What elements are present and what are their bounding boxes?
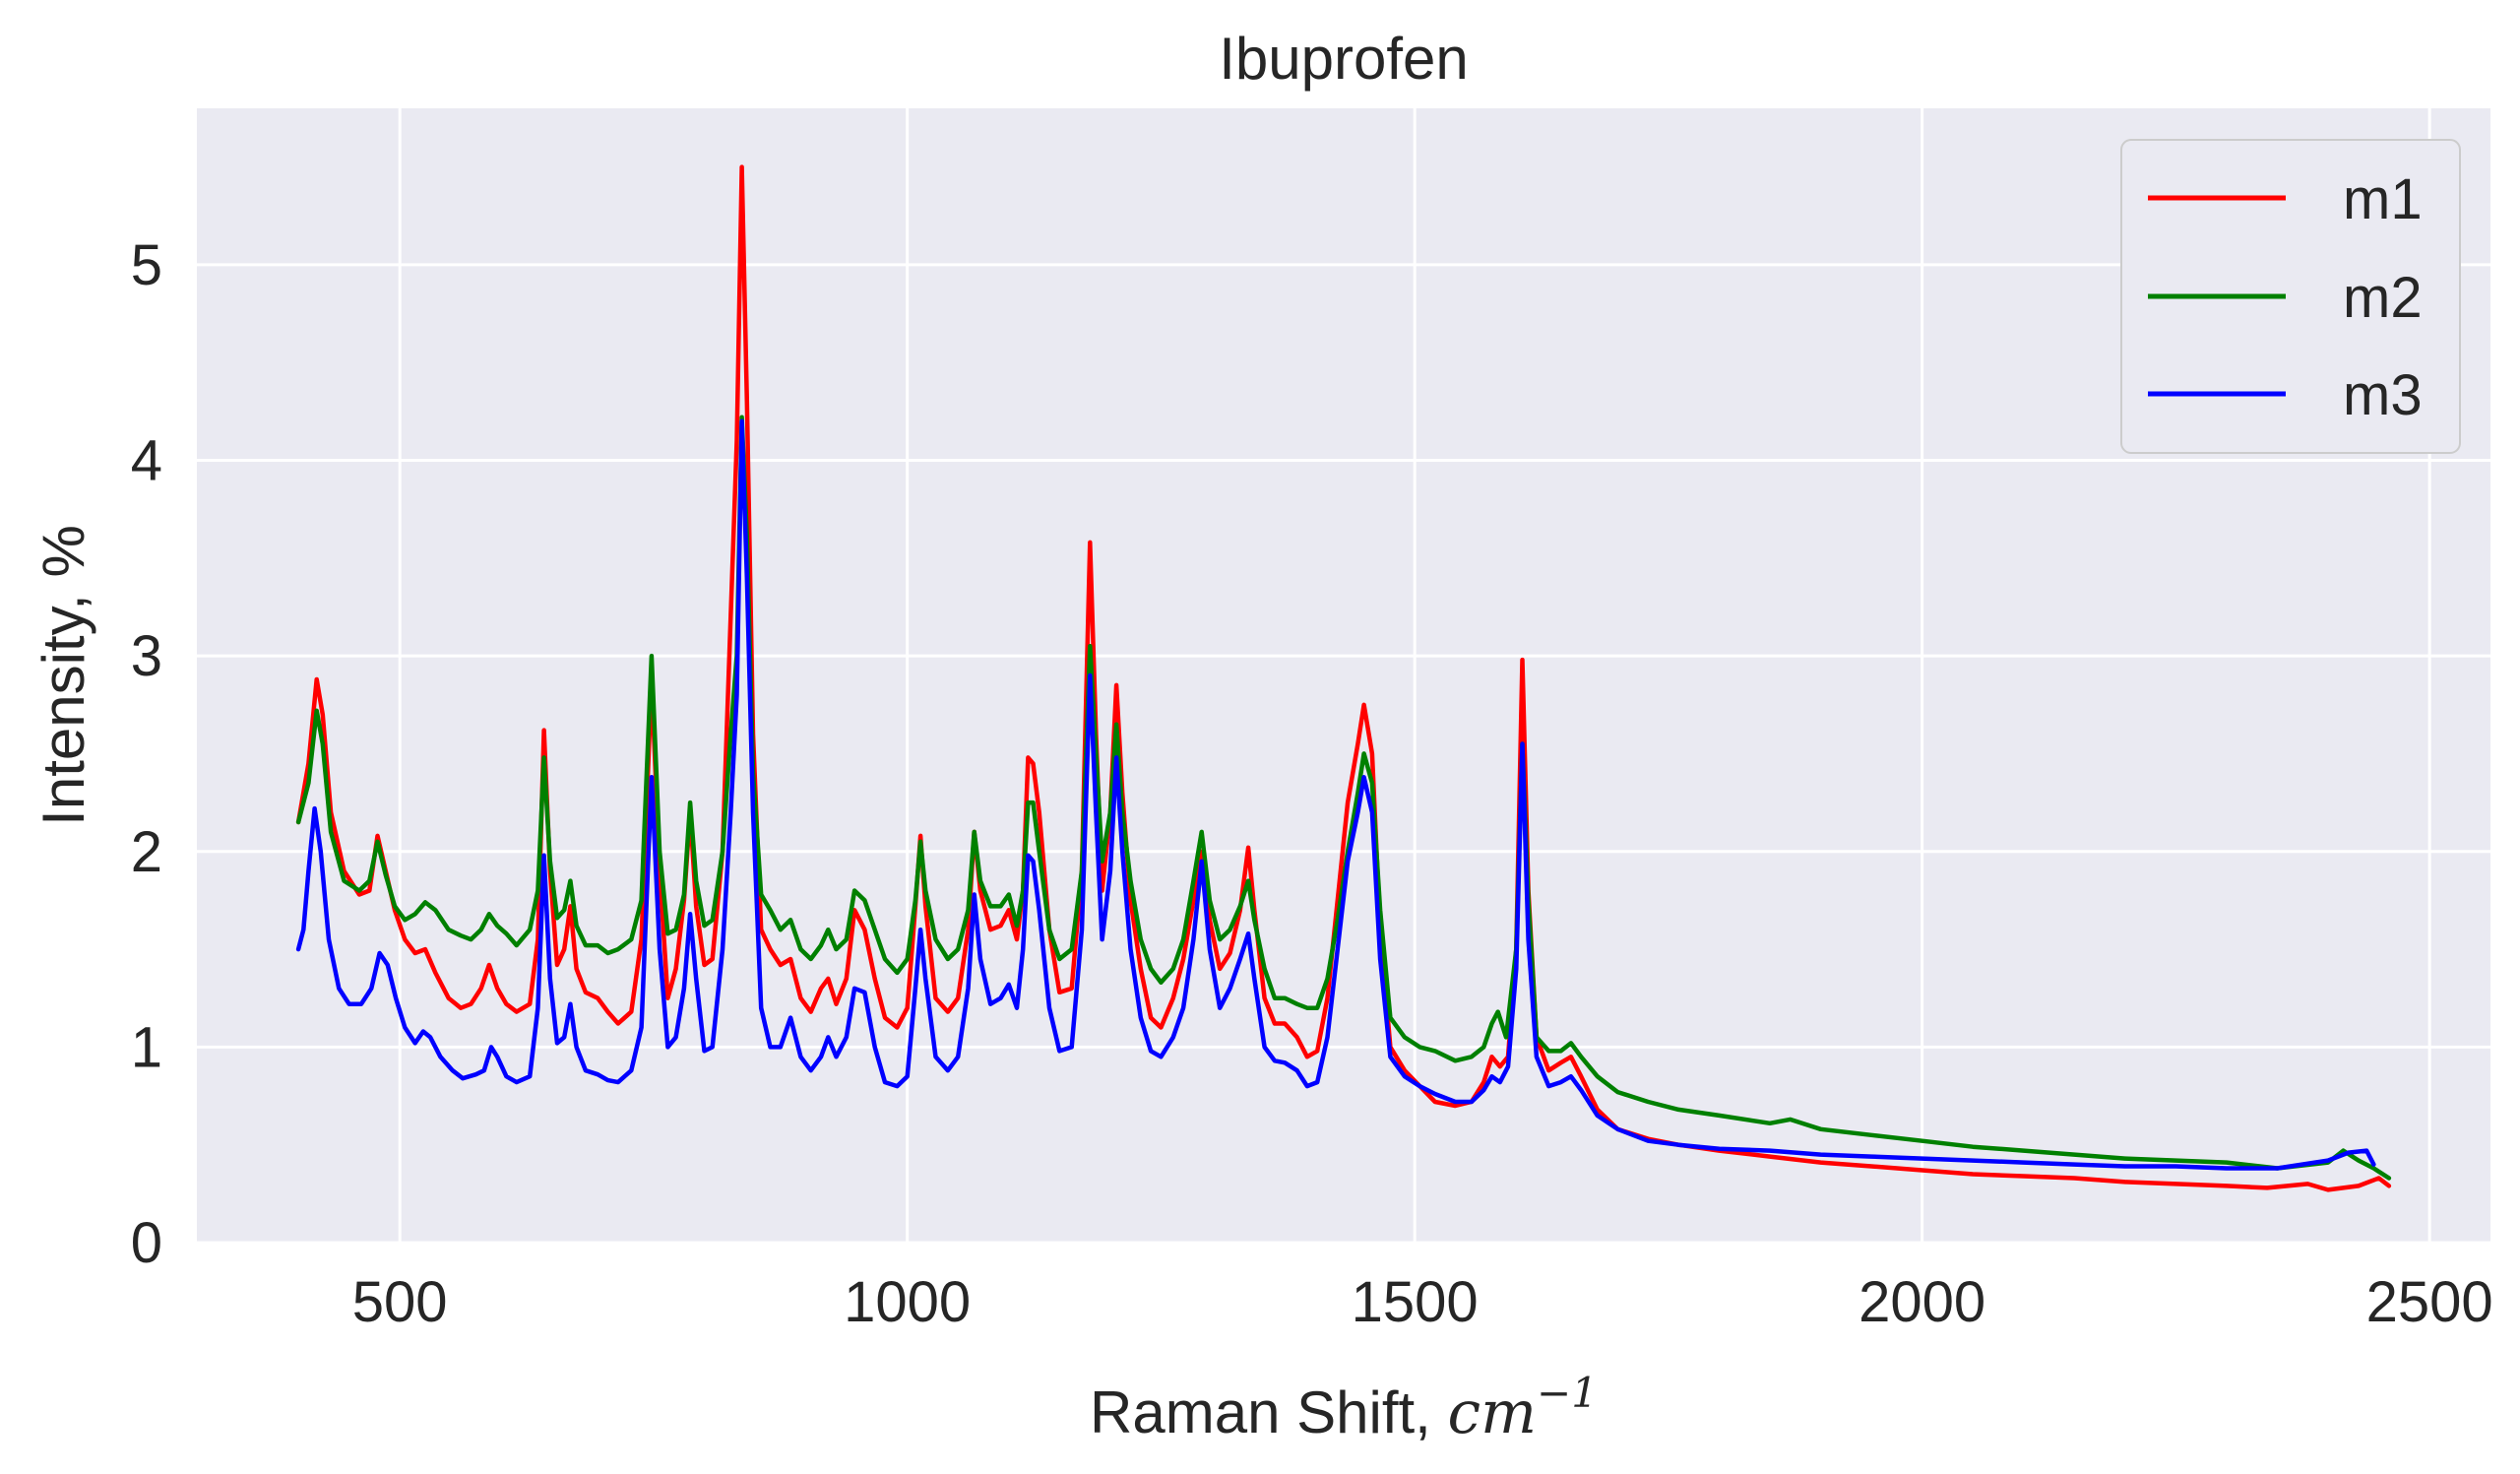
y-tick-label: 2: [131, 820, 162, 884]
y-tick-label: 4: [131, 429, 162, 493]
legend-box: [2120, 139, 2461, 454]
series-line-m3: [295, 418, 2376, 1171]
series-line-m1: [295, 164, 2392, 1192]
x-tick-label: 500: [352, 1270, 448, 1334]
x-tick-labels: 500 1000 1500 2000 2500: [352, 1270, 2493, 1334]
y-axis-label: Intensity, %: [31, 525, 96, 826]
x-axis-label-unit: cm: [1448, 1378, 1538, 1447]
chart-title: Ibuprofen: [1219, 26, 1469, 92]
x-axis-label-exponent: −1: [1537, 1369, 1598, 1417]
legend-label-m1: m1: [2343, 167, 2423, 231]
legend-label-m3: m3: [2343, 363, 2423, 427]
x-axis-label: Raman Shift, cm−1: [1090, 1369, 1598, 1447]
x-tick-label: 1500: [1352, 1270, 1479, 1334]
series-lines: [295, 164, 2392, 1192]
y-tick-label: 0: [131, 1211, 162, 1275]
x-tick-label: 2000: [1858, 1270, 1985, 1334]
legend-label-m2: m2: [2343, 266, 2423, 330]
grid-lines: [197, 108, 2490, 1245]
y-tick-label: 1: [131, 1015, 162, 1079]
y-tick-label: 3: [131, 624, 162, 688]
x-tick-label: 1000: [844, 1270, 971, 1334]
y-tick-label: 5: [131, 233, 162, 297]
x-tick-label: 2500: [2366, 1270, 2493, 1334]
legend: m1 m2 m3: [2120, 139, 2461, 454]
y-tick-labels: 0 1 2 3 4 5: [131, 233, 162, 1275]
x-axis-label-text: Raman Shift,: [1090, 1379, 1448, 1445]
